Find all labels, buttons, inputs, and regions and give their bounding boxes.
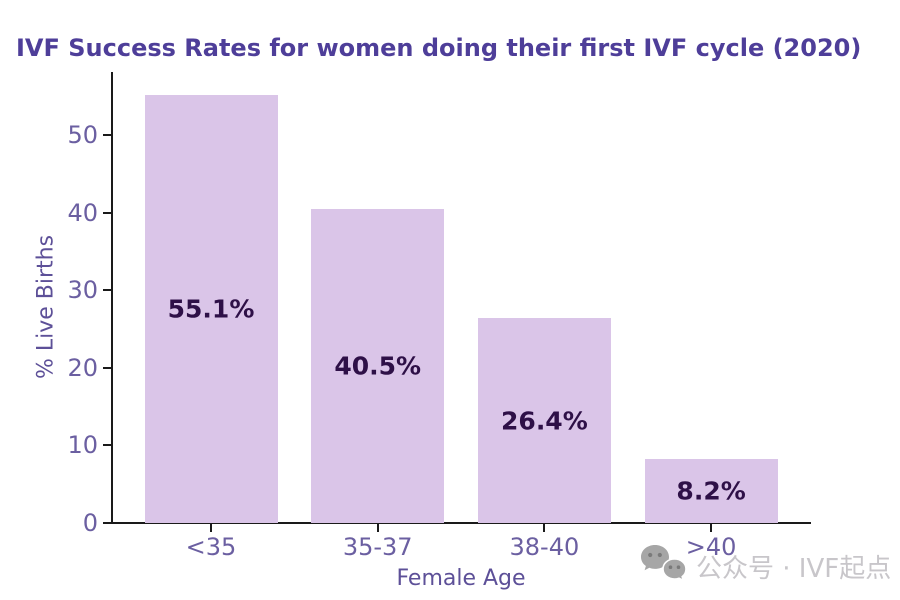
- bar: [477, 318, 611, 523]
- x-tick-label: 35-37: [342, 533, 413, 561]
- x-tick-mark: [543, 524, 546, 532]
- x-axis-label: Female Age: [396, 566, 526, 591]
- bar: [144, 95, 278, 523]
- y-tick-label: 40: [67, 198, 98, 227]
- bar-value-label: 55.1%: [167, 294, 255, 324]
- chart-title: IVF Success Rates for women doing their …: [16, 34, 862, 62]
- y-tick-mark: [103, 444, 111, 447]
- y-axis-spine: [111, 72, 113, 524]
- y-tick-mark: [103, 289, 111, 292]
- y-tick-mark: [103, 522, 111, 524]
- x-tick-mark: [710, 524, 713, 532]
- x-tick-mark: [376, 524, 379, 532]
- wechat-icon: [641, 545, 687, 582]
- y-tick-label: 20: [67, 353, 98, 382]
- bar: [644, 459, 778, 523]
- x-tick-mark: [210, 524, 212, 532]
- x-tick-label: >40: [685, 533, 737, 561]
- y-tick-label: 30: [67, 276, 98, 305]
- y-tick-label: 10: [67, 431, 98, 460]
- bar-value-label: 40.5%: [334, 351, 422, 381]
- y-tick-mark: [103, 366, 111, 369]
- y-tick-mark: [103, 133, 111, 136]
- bar-value-label: 8.2%: [676, 476, 746, 506]
- bar: [311, 208, 445, 523]
- x-tick-label: 38-40: [509, 533, 580, 561]
- x-axis-spine: [111, 522, 811, 524]
- watermark-text: 公众号 · IVF起点: [696, 553, 892, 584]
- y-tick-label: 50: [67, 120, 98, 149]
- watermark: 公众号 · IVF起点: [640, 544, 891, 588]
- bar-value-label: 26.4%: [501, 406, 588, 436]
- y-tick-label: 0: [82, 509, 98, 537]
- x-tick-label: <35: [185, 533, 237, 561]
- y-tick-mark: [103, 211, 111, 214]
